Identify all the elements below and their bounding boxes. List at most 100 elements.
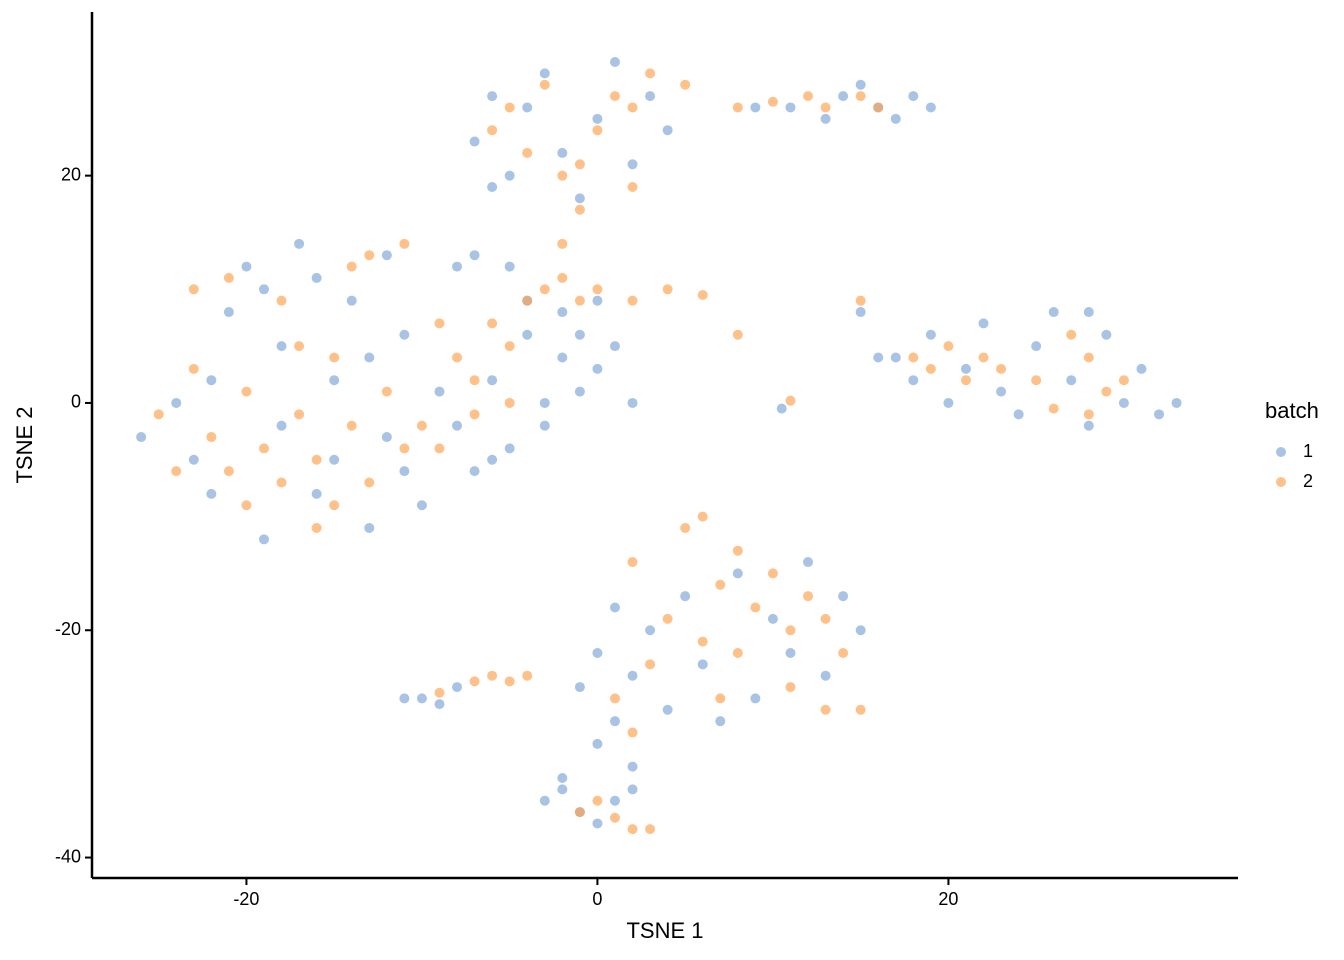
- point: [627, 824, 638, 835]
- point: [1048, 307, 1059, 318]
- point: [434, 699, 445, 710]
- point: [996, 386, 1007, 397]
- point: [346, 420, 357, 431]
- point: [732, 545, 743, 556]
- point: [171, 397, 182, 408]
- point: [680, 591, 691, 602]
- point: [557, 147, 568, 158]
- point: [276, 295, 287, 306]
- point: [346, 261, 357, 272]
- point: [416, 500, 427, 511]
- point: [732, 568, 743, 579]
- point: [487, 375, 498, 386]
- point: [311, 522, 322, 533]
- point: [399, 329, 410, 340]
- point: [1101, 329, 1112, 340]
- point: [803, 91, 814, 102]
- point: [294, 409, 305, 420]
- point: [785, 102, 796, 113]
- point: [487, 125, 498, 136]
- point: [592, 363, 603, 374]
- y-tick-label: 20: [61, 164, 81, 184]
- point: [329, 352, 340, 363]
- point: [996, 363, 1007, 374]
- y-tick-label: -20: [55, 619, 81, 639]
- point: [504, 676, 515, 687]
- point: [592, 818, 603, 829]
- point: [557, 772, 568, 783]
- legend-key: [1276, 477, 1286, 487]
- point: [855, 295, 866, 306]
- point: [609, 341, 620, 352]
- point: [680, 522, 691, 533]
- point: [487, 454, 498, 465]
- point: [960, 363, 971, 374]
- point: [452, 352, 463, 363]
- point: [557, 170, 568, 181]
- point: [223, 272, 234, 283]
- point: [820, 113, 831, 124]
- point: [838, 91, 849, 102]
- point: [662, 125, 673, 136]
- point: [329, 454, 340, 465]
- point: [241, 500, 252, 511]
- point: [767, 96, 778, 107]
- point: [609, 795, 620, 806]
- point: [487, 91, 498, 102]
- point: [627, 159, 638, 170]
- point: [136, 432, 147, 443]
- point: [504, 443, 515, 454]
- point: [557, 352, 568, 363]
- point: [925, 329, 936, 340]
- point: [153, 409, 164, 420]
- point: [557, 784, 568, 795]
- point: [627, 182, 638, 193]
- point: [767, 568, 778, 579]
- point: [346, 295, 357, 306]
- point: [1083, 307, 1094, 318]
- point: [855, 79, 866, 90]
- point: [539, 397, 550, 408]
- point: [645, 625, 656, 636]
- point: [364, 352, 375, 363]
- point: [697, 636, 708, 647]
- point: [258, 284, 269, 295]
- point: [399, 466, 410, 477]
- point: [855, 307, 866, 318]
- point: [276, 420, 287, 431]
- point: [276, 477, 287, 488]
- point: [381, 432, 392, 443]
- point: [838, 591, 849, 602]
- point: [223, 307, 234, 318]
- x-axis-label: TSNE 1: [626, 918, 703, 943]
- point: [697, 289, 708, 300]
- point: [609, 602, 620, 613]
- point: [469, 466, 480, 477]
- point: [750, 602, 761, 613]
- legend-key: [1276, 447, 1286, 457]
- point: [188, 454, 199, 465]
- point: [715, 693, 726, 704]
- point: [750, 102, 761, 113]
- point: [574, 386, 585, 397]
- point: [539, 420, 550, 431]
- point: [1083, 409, 1094, 420]
- legend-label: 2: [1303, 471, 1313, 491]
- point: [574, 329, 585, 340]
- point: [487, 670, 498, 681]
- point: [539, 68, 550, 79]
- point: [469, 136, 480, 147]
- point: [329, 375, 340, 386]
- point: [978, 318, 989, 329]
- point: [592, 647, 603, 658]
- point: [469, 409, 480, 420]
- point: [188, 284, 199, 295]
- point: [592, 125, 603, 136]
- point: [627, 670, 638, 681]
- point: [732, 102, 743, 113]
- point: [820, 102, 831, 113]
- point: [662, 284, 673, 295]
- point: [539, 795, 550, 806]
- point: [522, 670, 533, 681]
